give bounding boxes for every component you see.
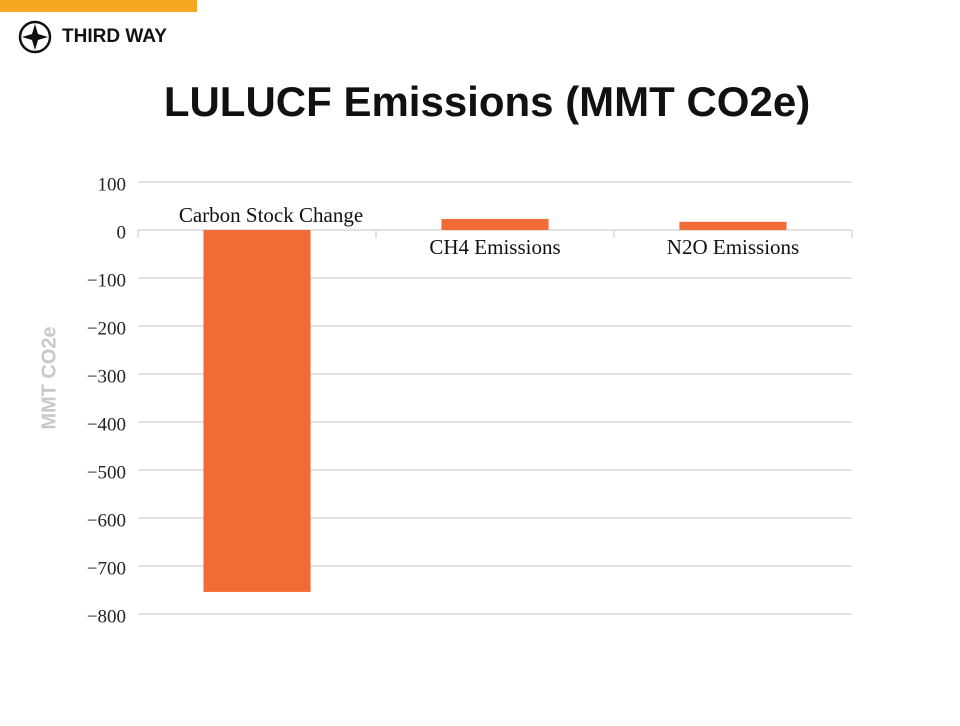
top-accent — [0, 0, 197, 12]
y-tick-label: −400 — [87, 414, 126, 435]
y-axis-title: MMT CO2e — [38, 326, 60, 429]
y-tick-label: 0 — [117, 222, 127, 243]
chart-title: LULUCF Emissions (MMT CO2e) — [164, 78, 810, 125]
brand: THIRD WAY — [62, 26, 167, 47]
bar — [203, 230, 311, 592]
logo-icon — [18, 20, 52, 54]
y-tick-label: −300 — [87, 366, 126, 387]
y-tick-label: −200 — [87, 318, 126, 339]
category-label: Carbon Stock Change — [179, 203, 363, 227]
category-label: CH4 Emissions — [429, 235, 560, 259]
y-tick-label: −600 — [87, 510, 126, 531]
bar — [441, 218, 549, 230]
y-tick-label: −100 — [87, 270, 126, 291]
y-tick-label: −800 — [87, 606, 126, 627]
category-label: N2O Emissions — [667, 235, 799, 259]
y-tick-label: −700 — [87, 558, 126, 579]
y-tick-label: −500 — [87, 462, 126, 483]
bar — [679, 221, 787, 230]
y-tick-label: 100 — [98, 174, 127, 195]
